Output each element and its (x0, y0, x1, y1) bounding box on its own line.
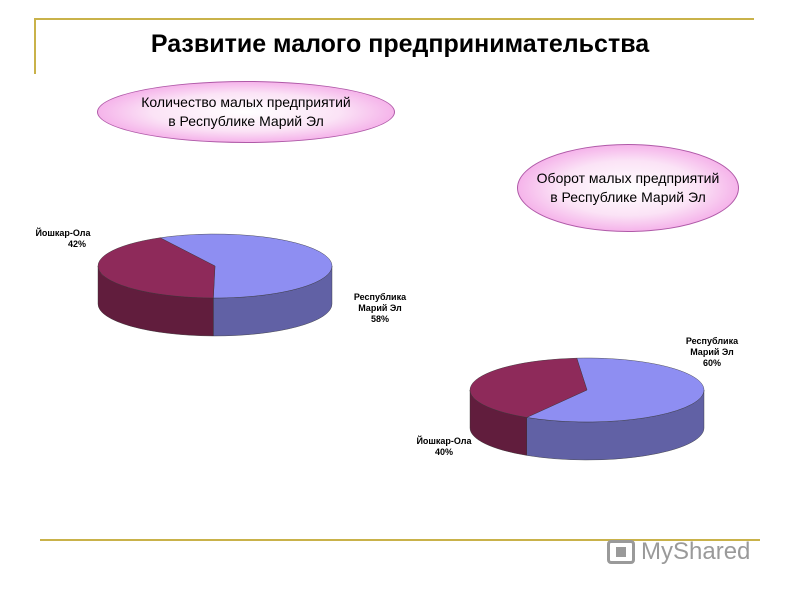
chart2-label-republic-line2: Марий Эл (690, 347, 734, 357)
chart1-label-yoshkar-ola-name: Йошкар-Ола (35, 228, 91, 238)
chart1-label-republic-line2: Марий Эл (358, 303, 402, 313)
chart1-label-republic-pct: 58% (370, 314, 389, 324)
chart2-label-yoshkar-ola: Йошкар-Ола 40% (402, 436, 486, 458)
chart1-label-republic-line1: Республика (353, 292, 407, 302)
pie2-slice-1 (469, 357, 588, 418)
pie2-slice-0 (526, 357, 705, 423)
chart1-title-line2: в Республике Марий Эл (168, 113, 324, 129)
chart1-label-yoshkar-ola-pct: 42% (67, 239, 86, 249)
pie-chart-2 (469, 357, 705, 461)
bottom-divider (40, 539, 760, 541)
page-title: Развитие малого предпринимательства (150, 30, 650, 58)
chart1-title-line1: Количество малых предприятий (141, 94, 351, 110)
chart1-label-yoshkar-ola: Йошкар-Ола 42% (28, 228, 98, 250)
chart1-title-bubble: Количество малых предприятий в Республик… (97, 81, 395, 143)
chart2-label-republic-pct: 60% (702, 358, 721, 368)
pie1-slice-1 (97, 237, 216, 299)
chart2-label-republic-line1: Республика (685, 336, 739, 346)
chart2-label-republic: Республика Марий Эл 60% (674, 336, 750, 369)
chart2-label-yoshkar-ola-pct: 40% (434, 447, 453, 457)
left-divider (34, 18, 36, 74)
chart2-title-bubble: Оборот малых предприятий в Республике Ма… (517, 144, 739, 232)
watermark: MyShared (607, 538, 750, 566)
chart2-title-line2: в Республике Марий Эл (550, 189, 706, 205)
pie1-slice-0 (159, 233, 333, 299)
watermark-text: MyShared (641, 538, 751, 565)
chart2-label-yoshkar-ola-name: Йошкар-Ола (416, 436, 472, 446)
chart2-title-line1: Оборот малых предприятий (536, 170, 720, 186)
chart1-label-republic: Республика Марий Эл 58% (342, 292, 418, 325)
top-divider (34, 18, 754, 20)
pie-chart-1 (97, 233, 333, 337)
presentation-icon (607, 540, 635, 564)
